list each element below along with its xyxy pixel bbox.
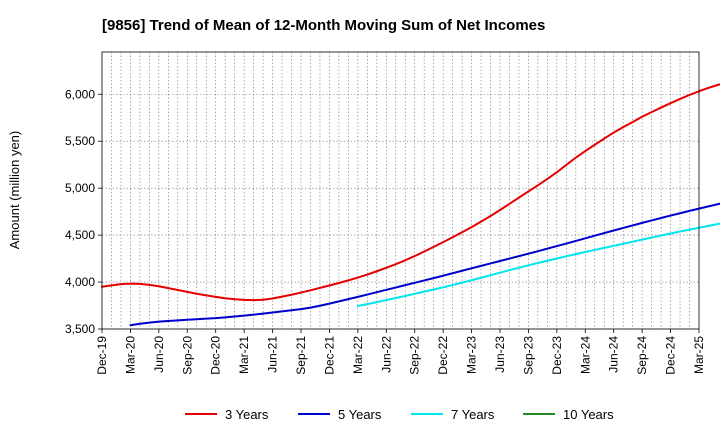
- y-tick-label: 6,000: [65, 87, 95, 101]
- x-tick-label: Dec-21: [322, 336, 336, 375]
- series-line: [356, 222, 720, 307]
- series-line: [129, 202, 720, 327]
- y-tick-label: 4,500: [65, 228, 95, 242]
- y-tick-label: 4,000: [65, 275, 95, 289]
- x-tick-label: Dec-22: [436, 336, 450, 375]
- x-tick-label: Dec-23: [550, 336, 564, 375]
- x-tick-label: Sep-20: [180, 336, 194, 375]
- x-tick-label: Sep-22: [408, 336, 422, 375]
- x-tick-label: Mar-24: [578, 336, 592, 374]
- x-tick-label: Sep-21: [294, 336, 308, 375]
- legend-label: 5 Years: [338, 407, 382, 422]
- grid: [102, 52, 699, 330]
- legend: 3 Years 5 Years 7 Years 10 Years: [185, 407, 614, 422]
- x-tick-label: Jun-24: [607, 336, 621, 373]
- y-axis-label: Amount (million yen): [7, 131, 22, 250]
- x-tick-label: Mar-25: [692, 336, 706, 374]
- x-tick-label: Jun-23: [493, 336, 507, 373]
- x-tick-label: Jun-22: [379, 336, 393, 373]
- y-tick-label: 3,500: [65, 322, 95, 336]
- legend-label: 3 Years: [225, 407, 269, 422]
- y-tick-label: 5,500: [65, 134, 95, 148]
- x-tick-label: Mar-23: [465, 336, 479, 374]
- x-tick-label: Mar-20: [123, 336, 137, 374]
- series-lines: [101, 83, 720, 327]
- y-tick-label: 5,000: [65, 181, 95, 195]
- x-tick-label: Mar-21: [237, 336, 251, 374]
- x-tick-label: Jun-21: [266, 336, 280, 373]
- x-tick-label: Dec-24: [664, 336, 678, 375]
- x-tick-label: Jun-20: [152, 336, 166, 373]
- plot-frame: [101, 51, 700, 330]
- legend-label: 7 Years: [451, 407, 495, 422]
- chart-title: [9856] Trend of Mean of 12-Month Moving …: [102, 17, 545, 34]
- x-tick-label: Dec-19: [95, 336, 109, 375]
- series-line: [101, 83, 720, 302]
- x-axis-ticks: Dec-19 Mar-20 Jun-20 Sep-20 Dec-20 Mar-21 Jun-…: [95, 329, 706, 375]
- x-tick-label: Dec-20: [209, 336, 223, 375]
- x-tick-label: Mar-22: [351, 336, 365, 374]
- y-axis-ticks: 3,500 4,000 4,500 5,000 5,500 6,000: [65, 87, 102, 336]
- x-tick-label: Sep-23: [521, 336, 535, 375]
- x-tick-label: Sep-24: [635, 336, 649, 375]
- legend-label: 10 Years: [563, 407, 614, 422]
